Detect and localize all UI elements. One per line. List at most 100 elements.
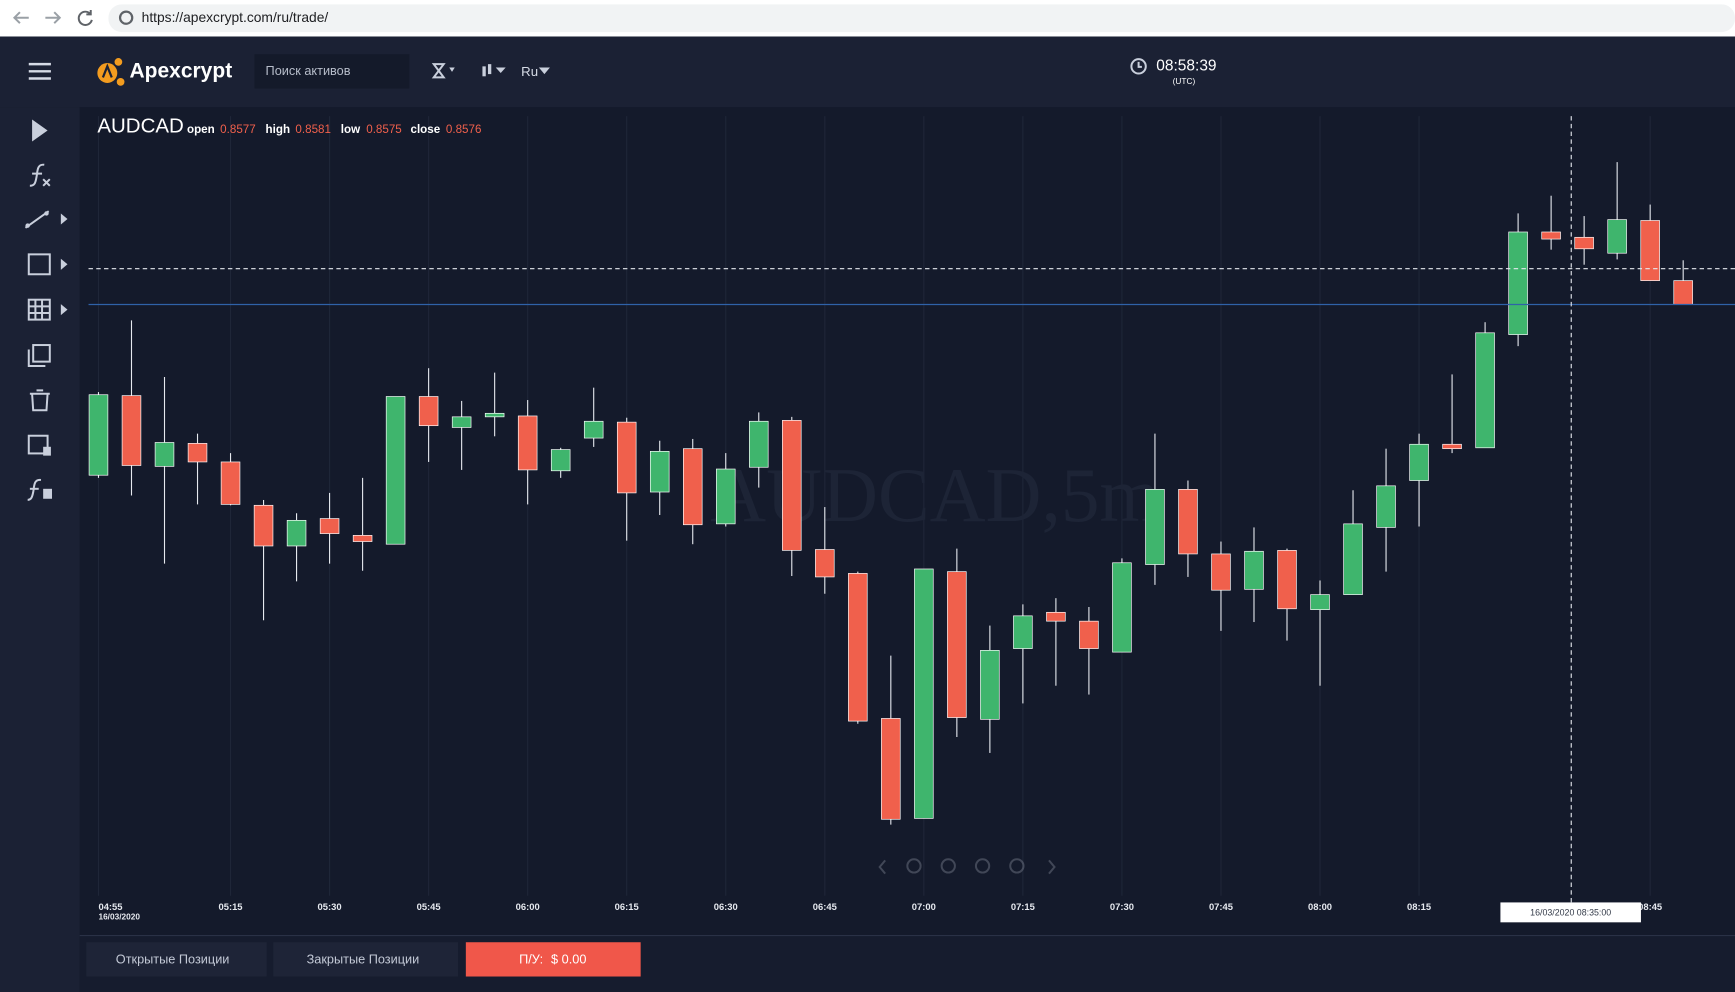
crosshair-tooltip <box>1500 902 1641 923</box>
zoom-controls <box>878 858 1056 875</box>
pnl-button[interactable] <box>465 942 641 977</box>
url[interactable]: https://apexcrypt.com/ru/trade/ <box>142 9 329 25</box>
candle-body <box>1508 231 1528 335</box>
x-tick-label: 07:00 <box>912 901 936 912</box>
chart-title: AUDCAD <box>97 115 183 138</box>
reload-button[interactable] <box>77 9 93 26</box>
candle-body <box>154 442 175 467</box>
tab-label: Закрытые Позиции <box>307 951 420 966</box>
candle-body <box>815 549 835 578</box>
x-tick-label: 06:45 <box>813 901 837 912</box>
legend-value: 0.8581 <box>295 123 331 136</box>
candle-body <box>1640 220 1660 281</box>
x-tick-label: 06:00 <box>516 901 540 912</box>
x-tick-label: 04:55 <box>98 901 122 912</box>
sidebar <box>0 107 80 992</box>
chart-type-button[interactable] <box>482 64 506 77</box>
legend-label: high <box>266 123 291 136</box>
x-date-label: 16/03/2020 <box>98 912 140 922</box>
language-button[interactable]: Ru <box>521 64 538 79</box>
candle-body <box>352 535 373 542</box>
search-placeholder: Поиск активов <box>266 63 351 78</box>
candle-body <box>220 461 241 505</box>
x-tick-label: 05:15 <box>219 901 243 912</box>
legend-label: open <box>187 123 215 136</box>
candle-body <box>1310 594 1330 610</box>
candle-body <box>385 396 406 545</box>
candle-body <box>749 420 769 468</box>
search-box[interactable] <box>254 54 410 89</box>
x-tick-label: 07:45 <box>1209 901 1233 912</box>
address-bar[interactable] <box>108 4 1735 33</box>
interval-button[interactable] <box>431 63 455 79</box>
candle-body <box>1013 615 1033 649</box>
remove-indicators-tool[interactable] <box>27 478 53 501</box>
closed-positions-tab[interactable] <box>273 942 459 977</box>
x-tick-label: 08:15 <box>1407 901 1431 912</box>
logo[interactable]: Apexcrypt <box>129 59 232 82</box>
line-tool[interactable] <box>24 210 68 229</box>
candle-body <box>1244 550 1264 590</box>
candle-body <box>550 449 571 472</box>
candle-body <box>1178 489 1198 555</box>
candle-body <box>1442 443 1462 450</box>
x-tick-label: 05:30 <box>318 901 342 912</box>
legend-value: 0.8577 <box>220 123 256 136</box>
back-button[interactable] <box>12 11 29 24</box>
candle-body <box>1574 236 1594 250</box>
x-tick-label: 05:45 <box>417 901 441 912</box>
candle-body <box>319 518 340 534</box>
chart-panel[interactable] <box>79 107 1735 936</box>
x-tick-label: 06:30 <box>714 901 738 912</box>
candle-body <box>286 519 307 547</box>
crosshair-label: 16/03/2020 08:35:00 <box>1530 907 1611 917</box>
open-positions-tab[interactable] <box>86 942 267 977</box>
legend-label: close <box>411 123 441 136</box>
candle-body <box>253 504 274 547</box>
candle-body <box>616 421 637 494</box>
watermark: AUDCAD,5m <box>710 452 1160 538</box>
site-icon <box>118 10 134 25</box>
x-tick-label: 07:15 <box>1011 901 1035 912</box>
candle-body <box>1376 485 1396 528</box>
logo-icon <box>97 58 125 86</box>
candle-body <box>1112 562 1132 653</box>
candle-body <box>1145 489 1165 565</box>
candle-body <box>782 420 802 551</box>
fib-tool[interactable] <box>27 298 68 321</box>
candle-body <box>418 396 439 427</box>
candle-body <box>484 412 505 418</box>
shape-tool[interactable] <box>27 253 68 276</box>
candle-body <box>1475 332 1495 449</box>
forward-button[interactable] <box>45 11 62 24</box>
x-tick-label: 08:45 <box>1638 901 1662 912</box>
indicator-tool[interactable] <box>29 163 51 187</box>
x-tick-label: 07:30 <box>1110 901 1134 912</box>
candle-body <box>517 415 538 471</box>
cursor-tool[interactable] <box>32 119 48 142</box>
candle-body <box>881 718 901 820</box>
candle-body <box>121 395 142 466</box>
plot: AUDCAD,5m AUDCAD open 0.8577 high 0.8581 low 0.… <box>88 115 1735 923</box>
candle-body <box>1046 611 1066 622</box>
candle-body <box>649 451 670 493</box>
candle-body <box>1541 231 1561 240</box>
legend-value: 0.8576 <box>446 123 482 136</box>
candle-body <box>947 571 967 718</box>
remove-drawings-tool[interactable] <box>27 434 51 456</box>
clone-tool[interactable] <box>27 344 51 368</box>
menu-button[interactable] <box>28 62 51 80</box>
pnl-value: $ 0.00 <box>551 951 586 966</box>
clock-zone: (UTC) <box>1173 76 1196 86</box>
candle-body <box>1673 280 1693 305</box>
pnl-label: П/У: <box>519 951 543 966</box>
candle-body <box>88 394 109 476</box>
candle-body <box>683 448 703 526</box>
candle-body <box>1607 219 1627 254</box>
candle-body <box>451 416 472 428</box>
delete-tool[interactable] <box>29 389 50 412</box>
clock: 08:58:39 <box>1156 57 1216 74</box>
candle-body <box>914 568 934 819</box>
x-tick-label: 08:00 <box>1308 901 1332 912</box>
